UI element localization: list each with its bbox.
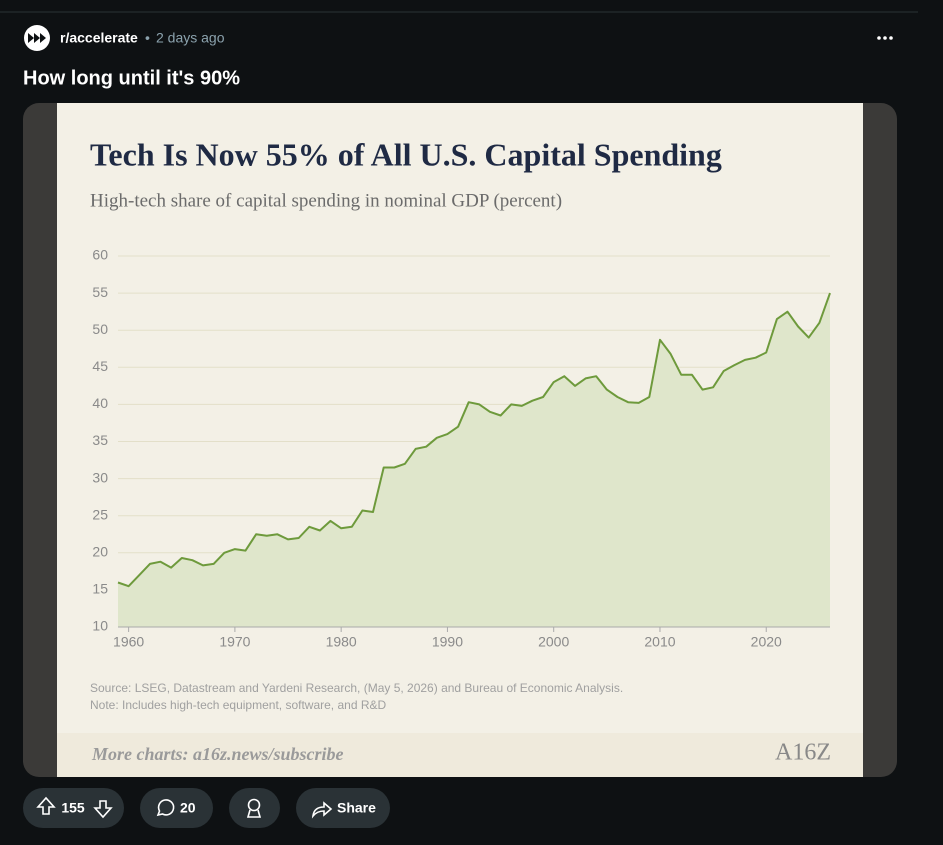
chart-source: Source: LSEG, Datastream and Yardeni Res…	[90, 681, 623, 695]
plot: 10 15 20 25 30 35 40 45 50 55 60 1960 1970 1980 1990 20…	[92, 247, 831, 650]
chart-subtitle: High-tech share of capital spending in n…	[90, 190, 562, 211]
x-tick-label: 1960	[113, 634, 144, 650]
icon-glyph	[28, 33, 46, 43]
vote-bar	[23, 788, 124, 828]
y-tick-label: 10	[92, 618, 108, 634]
chart-footer: More charts: a16z.news/subscribe	[91, 744, 344, 764]
comment-count: 20	[180, 800, 196, 816]
subreddit[interactable]: r/accelerate	[60, 30, 138, 46]
y-tick-label: 30	[92, 469, 108, 485]
y-tick-label: 50	[92, 321, 108, 337]
y-tick-label: 35	[92, 432, 108, 448]
share-label: Share	[337, 800, 376, 816]
y-tick-label: 55	[92, 284, 108, 300]
vote-count: 155	[61, 800, 85, 816]
y-tick-label: 25	[92, 506, 108, 522]
separator: •	[145, 30, 150, 46]
y-tick-label: 60	[92, 247, 108, 263]
share-button[interactable]	[296, 788, 390, 828]
post-time: 2 days ago	[156, 30, 225, 46]
y-tick-label: 40	[92, 395, 108, 411]
comment-icon	[156, 799, 175, 817]
menu-button[interactable]	[877, 36, 893, 40]
chart-logo: A16Z	[775, 740, 831, 766]
chart-note: Note: Includes high-tech equipment, soft…	[90, 698, 386, 712]
x-tick-label: 2020	[751, 634, 782, 650]
y-tick-label: 15	[92, 581, 108, 597]
chart-footer-band	[57, 733, 863, 777]
share-icon	[311, 801, 333, 819]
upvote-button[interactable]	[36, 796, 56, 815]
award-icon	[246, 798, 262, 818]
x-tick-label: 1970	[219, 634, 250, 650]
x-tick-label: 2000	[538, 634, 569, 650]
area	[118, 293, 830, 627]
line	[117, 292, 831, 588]
y-tick-label: 45	[92, 358, 108, 374]
downvote-button[interactable]	[93, 800, 113, 819]
chart-title: Tech Is Now 55% of All U.S. Capital Spen…	[90, 136, 722, 172]
award-button[interactable]	[229, 788, 280, 828]
y-tick-label: 20	[92, 544, 108, 560]
x-tick-label: 1980	[326, 634, 357, 650]
comments-button[interactable]	[140, 788, 213, 828]
x-tick-label: 1990	[432, 634, 463, 650]
x-tick-label: 2010	[644, 634, 675, 650]
post-title[interactable]: How long until it's 90%	[23, 67, 240, 89]
